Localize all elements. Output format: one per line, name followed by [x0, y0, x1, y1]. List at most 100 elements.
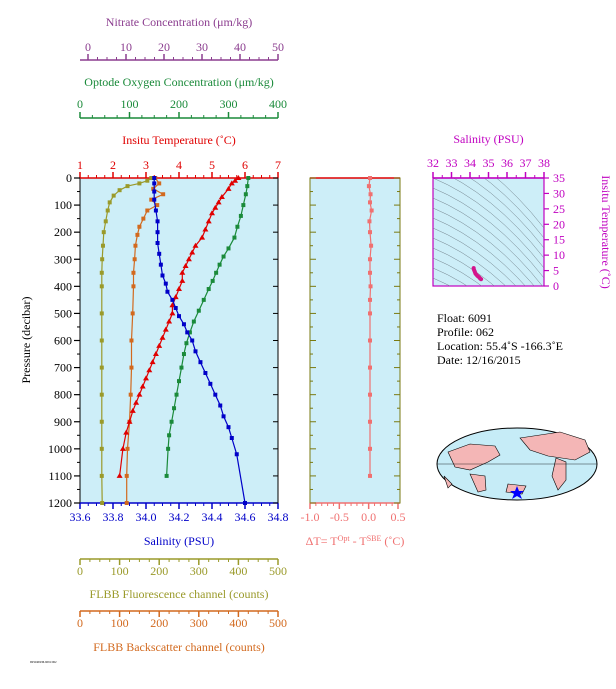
data-point [208, 381, 213, 386]
tick-label: 35 [553, 171, 565, 185]
data-point [111, 193, 116, 198]
tick-label: 33.6 [70, 510, 91, 524]
date: Date: 12/16/2015 [437, 353, 521, 367]
data-point [190, 338, 195, 343]
float-location-marker-icon [510, 486, 524, 499]
data-point [218, 403, 223, 408]
data-point [174, 392, 179, 397]
data-point [226, 246, 231, 251]
delta-t-title-part: (˚C) [381, 534, 404, 548]
data-point [169, 310, 176, 316]
data-point [215, 199, 222, 205]
data-point [226, 425, 231, 430]
nitrate-axis-title: Nitrate Concentration (μm/kg) [106, 15, 252, 29]
map-landmass [443, 475, 453, 489]
temperature-axis: 1 2 3 4 5 6 7 Insitu Temperature (˚C) [77, 133, 281, 179]
data-point [172, 406, 177, 411]
data-point [246, 176, 251, 180]
data-point [368, 200, 372, 205]
ts-density-contours [433, 178, 544, 286]
backscatter-axis-title: FLBB Backscatter channel (counts) [93, 640, 265, 654]
tick-label: 200 [150, 564, 168, 578]
data-point [368, 365, 372, 370]
data-point [368, 419, 372, 424]
delta-t-title-sub: SBE [367, 534, 382, 543]
float-id: Float: 6091 [437, 311, 492, 325]
tick-label: 200 [150, 616, 168, 630]
tick-label: 3 [143, 158, 149, 172]
data-point [105, 208, 110, 213]
nitrate-axis: 0 10 20 30 40 50 Nitrate Concentration (μm/kg) [80, 15, 284, 61]
density-contour [433, 277, 451, 286]
data-point [161, 192, 166, 197]
data-point [192, 242, 199, 248]
density-contour [483, 178, 544, 239]
tick-label: 900 [54, 415, 72, 429]
temperature-axis-title: Insitu Temperature (˚C) [122, 133, 236, 147]
location: Location: 55.4˚S -166.3˚E [437, 339, 563, 353]
data-point [234, 452, 239, 457]
data-point [185, 256, 192, 262]
data-point [99, 446, 104, 451]
density-contour [433, 187, 544, 279]
ts-series [471, 266, 484, 282]
data-point [165, 289, 170, 294]
tick-label: 50 [272, 40, 284, 54]
data-point [185, 330, 190, 335]
density-contour [433, 178, 544, 269]
data-point [182, 263, 189, 269]
tick-label: 0.0 [361, 510, 376, 524]
data-point [137, 181, 142, 186]
data-point [158, 262, 163, 267]
data-point [368, 446, 372, 451]
series-line [126, 177, 165, 503]
data-point [145, 208, 150, 213]
tick-label: 34.8 [268, 510, 289, 524]
data-point [145, 178, 150, 183]
tick-label: 20 [553, 217, 565, 231]
data-point [152, 181, 157, 186]
data-point [206, 287, 211, 292]
delta-t-plot-area [309, 177, 401, 504]
tick-label: 0 [66, 171, 72, 185]
backscatter-axis: 0 100 200 300 400 500 FLBB Backscatter channel… [77, 610, 287, 654]
fluorescence-axis-title: FLBB Fluorescence channel (counts) [90, 587, 269, 601]
data-point [141, 216, 146, 221]
tick-label: 7 [275, 158, 281, 172]
data-point [125, 184, 130, 189]
delta-t-title-part: ΔT= T [306, 534, 339, 548]
tick-label: 100 [111, 564, 129, 578]
data-point [235, 175, 242, 180]
map-landmass [447, 443, 501, 471]
data-point [217, 262, 222, 267]
tick-label: 700 [54, 361, 72, 375]
tick-label: 34.4 [202, 510, 223, 524]
tick-label: 100 [111, 616, 129, 630]
data-point [169, 419, 174, 424]
data-point [136, 391, 143, 397]
data-point [229, 436, 234, 440]
data-point [368, 270, 372, 275]
tick-label: 0 [77, 564, 83, 578]
data-point [241, 203, 246, 208]
footer-text: ПРОФИЛЬ 6091/062 [30, 660, 57, 664]
data-point [163, 281, 168, 286]
data-point [245, 184, 250, 189]
tick-label: 200 [54, 225, 72, 239]
density-contour [496, 178, 544, 229]
tick-label: 100 [54, 198, 72, 212]
data-point [129, 338, 134, 343]
series-line [101, 177, 152, 504]
data-point [151, 186, 156, 191]
tick-label: 35 [483, 156, 495, 170]
tick-label: -1.0 [301, 510, 320, 524]
data-point [368, 284, 373, 289]
data-point [368, 473, 372, 478]
data-point [131, 284, 136, 289]
data-point [167, 433, 172, 438]
data-point [173, 306, 178, 310]
data-point [157, 251, 162, 256]
density-contour [433, 227, 517, 286]
